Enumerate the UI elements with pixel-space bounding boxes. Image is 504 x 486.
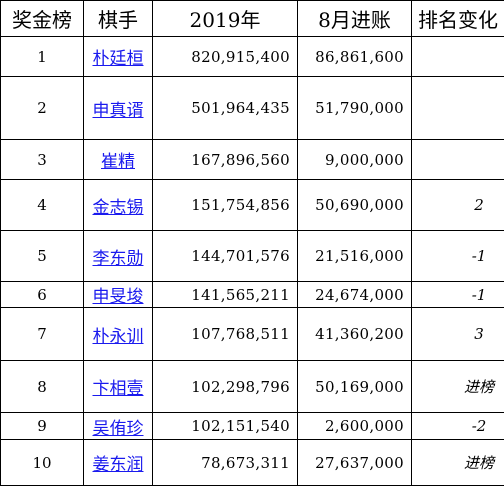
change-cell: -2	[412, 413, 504, 440]
table-row: 7 朴永训 107,768,511 41,360,200 3	[1, 308, 504, 361]
table-row: 10 姜东润 78,673,311 27,637,000 进榜	[1, 440, 504, 486]
august-cell: 24,674,000	[298, 282, 412, 308]
player-cell: 卞相壹	[84, 361, 153, 413]
rank-cell: 5	[1, 231, 84, 282]
total-2019-cell: 78,673,311	[153, 440, 298, 486]
player-cell: 姜东润	[84, 440, 153, 486]
player-link[interactable]: 申旻埈	[93, 287, 144, 307]
header-change: 排名变化	[412, 1, 504, 37]
player-link[interactable]: 朴廷桓	[93, 49, 144, 69]
change-cell: -1	[412, 231, 504, 282]
table-row: 3 崔精 167,896,560 9,000,000	[1, 140, 504, 180]
rank-cell: 4	[1, 180, 84, 231]
change-cell	[412, 140, 504, 180]
rank-cell: 9	[1, 413, 84, 440]
august-cell: 2,600,000	[298, 413, 412, 440]
header-rank: 奖金榜	[1, 1, 84, 37]
change-cell: -1	[412, 282, 504, 308]
total-2019-cell: 144,701,576	[153, 231, 298, 282]
player-link[interactable]: 姜东润	[93, 455, 144, 475]
table-row: 6 申旻埈 141,565,211 24,674,000 -1	[1, 282, 504, 308]
rank-cell: 8	[1, 361, 84, 413]
total-2019-cell: 820,915,400	[153, 37, 298, 77]
august-cell: 51,790,000	[298, 77, 412, 140]
total-2019-cell: 102,298,796	[153, 361, 298, 413]
august-cell: 50,690,000	[298, 180, 412, 231]
total-2019-cell: 151,754,856	[153, 180, 298, 231]
total-2019-cell: 167,896,560	[153, 140, 298, 180]
total-2019-cell: 141,565,211	[153, 282, 298, 308]
player-link[interactable]: 吴侑珍	[93, 419, 144, 439]
total-2019-cell: 107,768,511	[153, 308, 298, 361]
table-row: 5 李东勋 144,701,576 21,516,000 -1	[1, 231, 504, 282]
total-2019-cell: 102,151,540	[153, 413, 298, 440]
header-total-2019: 2019年	[153, 1, 298, 37]
change-cell: 进榜	[412, 361, 504, 413]
august-cell: 27,637,000	[298, 440, 412, 486]
header-august: 8月进账	[298, 1, 412, 37]
player-link[interactable]: 李东勋	[93, 249, 144, 269]
header-player: 棋手	[84, 1, 153, 37]
player-cell: 申真谞	[84, 77, 153, 140]
august-cell: 86,861,600	[298, 37, 412, 77]
player-cell: 朴永训	[84, 308, 153, 361]
change-cell: 3	[412, 308, 504, 361]
table-row: 1 朴廷桓 820,915,400 86,861,600	[1, 37, 504, 77]
player-cell: 李东勋	[84, 231, 153, 282]
player-link[interactable]: 申真谞	[93, 101, 144, 121]
player-cell: 金志锡	[84, 180, 153, 231]
rank-cell: 1	[1, 37, 84, 77]
change-cell	[412, 37, 504, 77]
rank-cell: 3	[1, 140, 84, 180]
rank-cell: 7	[1, 308, 84, 361]
rank-cell: 2	[1, 77, 84, 140]
table-row: 4 金志锡 151,754,856 50,690,000 2	[1, 180, 504, 231]
august-cell: 9,000,000	[298, 140, 412, 180]
change-cell: 2	[412, 180, 504, 231]
total-2019-cell: 501,964,435	[153, 77, 298, 140]
august-cell: 21,516,000	[298, 231, 412, 282]
player-link[interactable]: 朴永训	[93, 327, 144, 347]
player-cell: 吴侑珍	[84, 413, 153, 440]
august-cell: 50,169,000	[298, 361, 412, 413]
change-cell	[412, 77, 504, 140]
player-cell: 朴廷桓	[84, 37, 153, 77]
rank-cell: 6	[1, 282, 84, 308]
header-row: 奖金榜 棋手 2019年 8月进账 排名变化	[1, 1, 504, 37]
table-row: 2 申真谞 501,964,435 51,790,000	[1, 77, 504, 140]
player-link[interactable]: 卞相壹	[93, 379, 144, 399]
player-link[interactable]: 崔精	[101, 152, 135, 172]
player-cell: 崔精	[84, 140, 153, 180]
change-cell: 进榜	[412, 440, 504, 486]
rank-cell: 10	[1, 440, 84, 486]
table-row: 9 吴侑珍 102,151,540 2,600,000 -2	[1, 413, 504, 440]
player-link[interactable]: 金志锡	[93, 198, 144, 218]
player-cell: 申旻埈	[84, 282, 153, 308]
table-row: 8 卞相壹 102,298,796 50,169,000 进榜	[1, 361, 504, 413]
august-cell: 41,360,200	[298, 308, 412, 361]
